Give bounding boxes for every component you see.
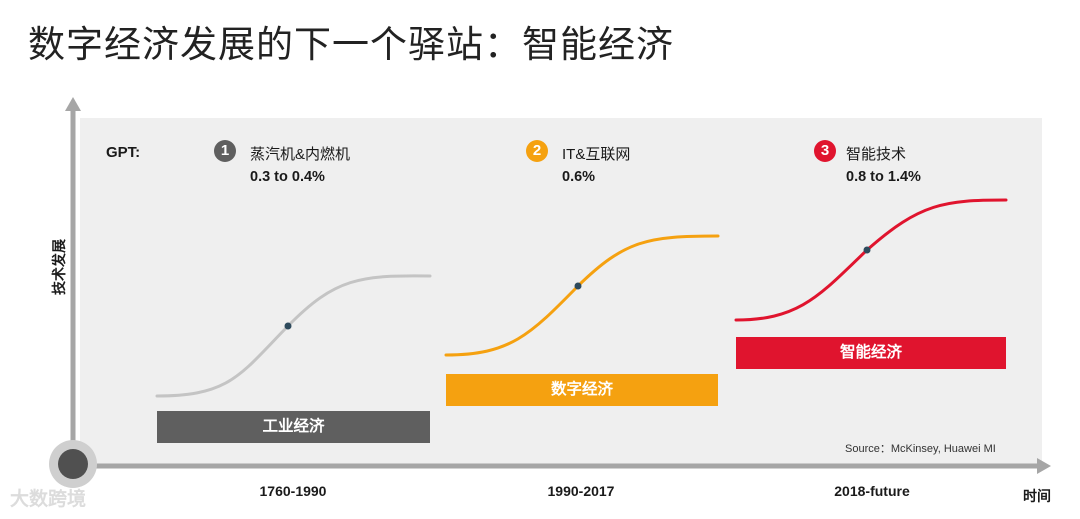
stage-2-contribution: 0.6%: [562, 169, 596, 185]
stage-3-contribution: 0.8 to 1.4%: [846, 169, 921, 185]
curve-industrial: [155, 274, 432, 398]
inflection-dot-3: [863, 246, 871, 254]
diagram-panel: [80, 118, 1042, 466]
source-note: Source：McKinsey, Huawei MI: [845, 443, 996, 455]
stage-1-economy-bar: 工业经济: [157, 411, 430, 443]
stage-2-technology: IT&互联网: [562, 146, 631, 163]
stage-1-number-badge: 1: [214, 140, 236, 162]
inflection-dot-1: [284, 322, 292, 330]
stage-3-economy-bar: 智能经济: [736, 337, 1006, 369]
x-axis-label: 时间: [1023, 488, 1051, 504]
watermark: 大数跨境: [10, 489, 87, 510]
y-axis-label: 技术发展: [51, 239, 67, 295]
stage-3-technology: 智能技术: [846, 146, 907, 163]
x-axis-arrow: [1037, 458, 1051, 474]
curve-intelligent: [734, 198, 1008, 322]
curve-digital: [444, 234, 720, 357]
stage-1-contribution: 0.3 to 0.4%: [250, 169, 325, 185]
gpt-label: GPT:: [106, 144, 141, 161]
period-label-3: 2018-future: [834, 483, 910, 499]
stage-2-number-badge: 2: [526, 140, 548, 162]
stage-3-number-badge: 3: [814, 140, 836, 162]
page-title: 数字经济发展的下一个驿站：智能经济: [28, 24, 674, 65]
stage-2-economy-bar: 数字经济: [446, 374, 718, 406]
stage-1-technology: 蒸汽机&内燃机: [250, 146, 351, 163]
period-label-2: 1990-2017: [547, 483, 615, 499]
y-axis-arrow: [65, 97, 81, 111]
period-label-1: 1760-1990: [259, 483, 327, 499]
origin-dot: [58, 449, 88, 479]
inflection-dot-2: [574, 282, 582, 290]
